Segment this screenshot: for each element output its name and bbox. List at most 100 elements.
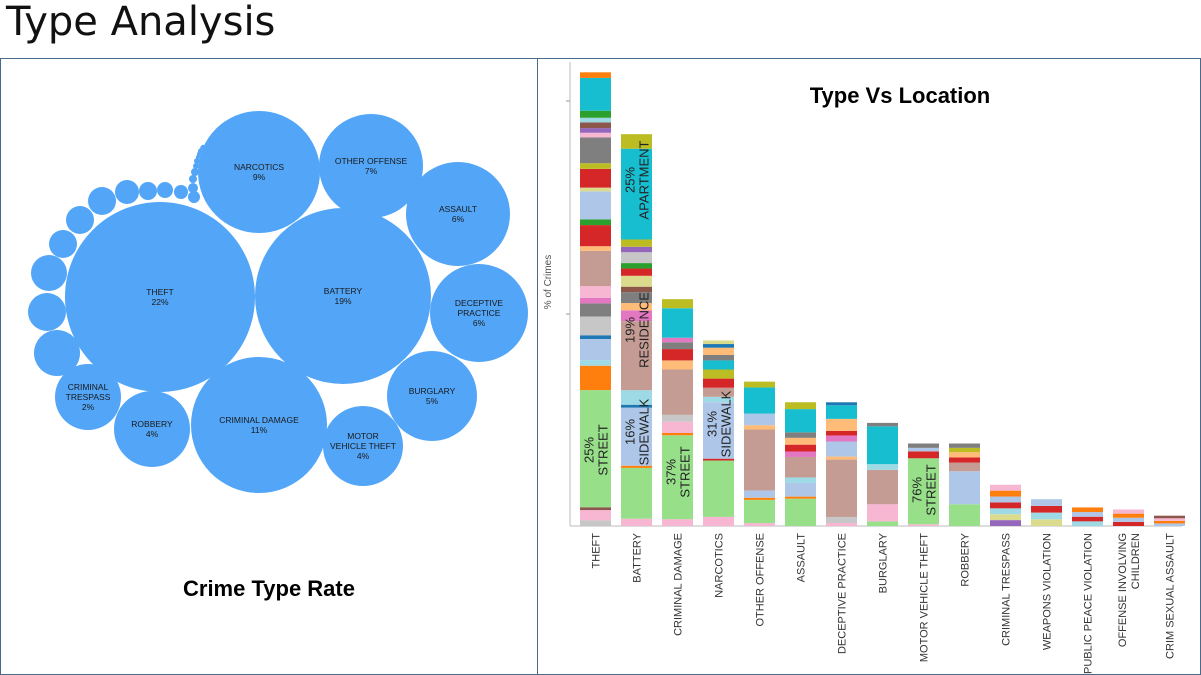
bar-weapons-violation	[1031, 499, 1062, 526]
bar-assault-segment-4	[785, 477, 816, 483]
bar-theft-segment-5	[580, 365, 611, 391]
bar-battery	[621, 134, 652, 526]
x-tick-label-criminal-trespass: CRIMINAL TRESPASS	[1001, 533, 1013, 646]
bar-burglary-segment-6	[867, 422, 898, 427]
bubble-minor-15	[193, 163, 199, 169]
bar-theft-segment-4	[580, 390, 611, 508]
bubble-battery-percent: 19%	[334, 296, 351, 306]
bar-theft-segment-11	[580, 297, 611, 304]
annotation-motor-vehicle-theft-7: 76%	[910, 477, 925, 503]
bar-burglary-segment-1	[867, 521, 898, 526]
bar-battery-segment-7	[621, 321, 652, 391]
bar-deceptive-practice-segment-5	[826, 441, 857, 457]
bubble-battery-label: BATTERY	[324, 286, 363, 296]
bar-theft	[580, 72, 611, 526]
bar-criminal-damage-segment-9	[662, 342, 693, 350]
bar-deceptive-practice	[826, 402, 857, 526]
bar-public-peace-violation-segment-3	[1072, 512, 1103, 517]
bar-theft-segment-16	[580, 219, 611, 226]
bar-criminal-damage-segment-11	[662, 308, 693, 338]
bar-theft-segment-2	[580, 510, 611, 521]
bar-criminal-trespass-segment-7	[990, 484, 1021, 491]
bubble-minor-11	[188, 191, 200, 203]
bar-deceptive-practice-segment-9	[826, 405, 857, 419]
bar-robbery-segment-1	[949, 504, 980, 526]
bar-criminal-trespass-segment-5	[990, 496, 1021, 503]
bar-assault-segment-5	[785, 456, 816, 478]
bar-other-offense-segment-2	[744, 499, 775, 524]
x-tick-label-weapons-violation: WEAPONS VIOLATION	[1042, 533, 1054, 650]
bar-theft-segment-7	[580, 338, 611, 361]
bar-narcotics-segment-11	[703, 347, 734, 355]
bar-criminal-trespass-segment-1	[990, 520, 1021, 526]
bar-theft-segment-12	[580, 286, 611, 298]
bar-criminal-trespass-segment-6	[990, 490, 1021, 497]
bar-narcotics	[703, 340, 734, 526]
bar-theft-segment-1	[580, 520, 611, 526]
bar-assault-segment-6	[785, 451, 816, 457]
bar-narcotics-segment-3	[703, 458, 734, 461]
bar-theft-segment-20	[580, 163, 611, 169]
bar-criminal-trespass-segment-3	[990, 508, 1021, 515]
bar-offense-involving-children-segment-2	[1113, 517, 1144, 522]
bar-narcotics-segment-9	[703, 360, 734, 370]
bar-theft-segment-17	[580, 191, 611, 220]
bar-theft-segment-3	[580, 507, 611, 511]
bar-other-offense-segment-5	[744, 429, 775, 491]
bubble-assault	[406, 162, 510, 266]
bubble-criminal-trespass-label: CRIMINAL	[68, 382, 109, 392]
bubble-motor-vehicle-theft-label: MOTOR	[347, 431, 378, 441]
bubble-other-offense-percent: 7%	[365, 166, 378, 176]
annotation-battery-2: 25%	[623, 167, 638, 193]
bubble-deceptive-practice-percent: 6%	[473, 318, 486, 328]
x-tick-label-other-offense: OTHER OFFENSE	[755, 533, 767, 627]
bar-public-peace-violation-segment-1	[1072, 521, 1103, 526]
annotation-battery-4: SIDEWALK	[637, 398, 652, 465]
x-tick-label-assault: ASSAULT	[796, 533, 808, 583]
bar-battery-segment-19	[621, 134, 652, 149]
bubble-minor-2	[28, 293, 66, 331]
bar-criminal-damage-segment-10	[662, 337, 693, 343]
bar-battery-segment-4	[621, 407, 652, 466]
bubble-battery	[255, 208, 431, 384]
bar-battery-segment-2	[621, 467, 652, 519]
bar-crim-sexual-assault-segment-2	[1154, 520, 1185, 524]
bar-other-offense-segment-7	[744, 413, 775, 426]
bar-theft-segment-27	[580, 77, 611, 111]
bubble-narcotics	[198, 111, 320, 233]
bubble-motor-vehicle-theft	[323, 406, 403, 486]
bar-other-offense-segment-9	[744, 381, 775, 388]
bar-battery-segment-3	[621, 465, 652, 468]
bar-narcotics-segment-7	[703, 378, 734, 388]
bubble-minor-9	[157, 182, 173, 198]
stacked-bar-chart-title: Type Vs Location	[809, 83, 991, 108]
bar-theft-segment-21	[580, 137, 611, 164]
bubble-criminal-damage	[191, 357, 327, 493]
bubble-robbery	[114, 391, 190, 467]
bar-battery-segment-6	[621, 390, 652, 405]
bubble-criminal-trespass	[55, 364, 121, 430]
bubble-minor-3	[31, 255, 67, 291]
bubble-criminal-damage-label: CRIMINAL DAMAGE	[219, 415, 299, 425]
bar-weapons-violation-segment-1	[1031, 519, 1062, 526]
bubble-assault-label: ASSAULT	[439, 204, 477, 214]
bar-assault-segment-1	[785, 498, 816, 526]
bar-criminal-damage-segment-1	[662, 519, 693, 526]
bar-criminal-damage-segment-8	[662, 349, 693, 361]
bar-assault-segment-9	[785, 432, 816, 438]
bar-theft-segment-13	[580, 250, 611, 287]
annotation-theft-1: 25%	[582, 437, 597, 463]
bar-motor-vehicle-theft-segment-4	[908, 447, 939, 452]
bar-battery-segment-14	[621, 263, 652, 269]
bubble-criminal-trespass-label: TRESPASS	[66, 392, 111, 402]
bar-assault-segment-10	[785, 409, 816, 433]
bar-battery-segment-12	[621, 275, 652, 287]
bar-robbery-segment-7	[949, 443, 980, 448]
bubble-deceptive-practice-label: DECEPTIVE	[455, 298, 504, 308]
bubble-burglary	[387, 351, 477, 441]
bar-criminal-damage-segment-5	[662, 414, 693, 422]
bar-burglary	[867, 422, 898, 526]
bubble-minor-16	[194, 158, 200, 164]
x-tick-label-motor-vehicle-theft: MOTOR VEHICLE THEFT	[919, 533, 931, 662]
